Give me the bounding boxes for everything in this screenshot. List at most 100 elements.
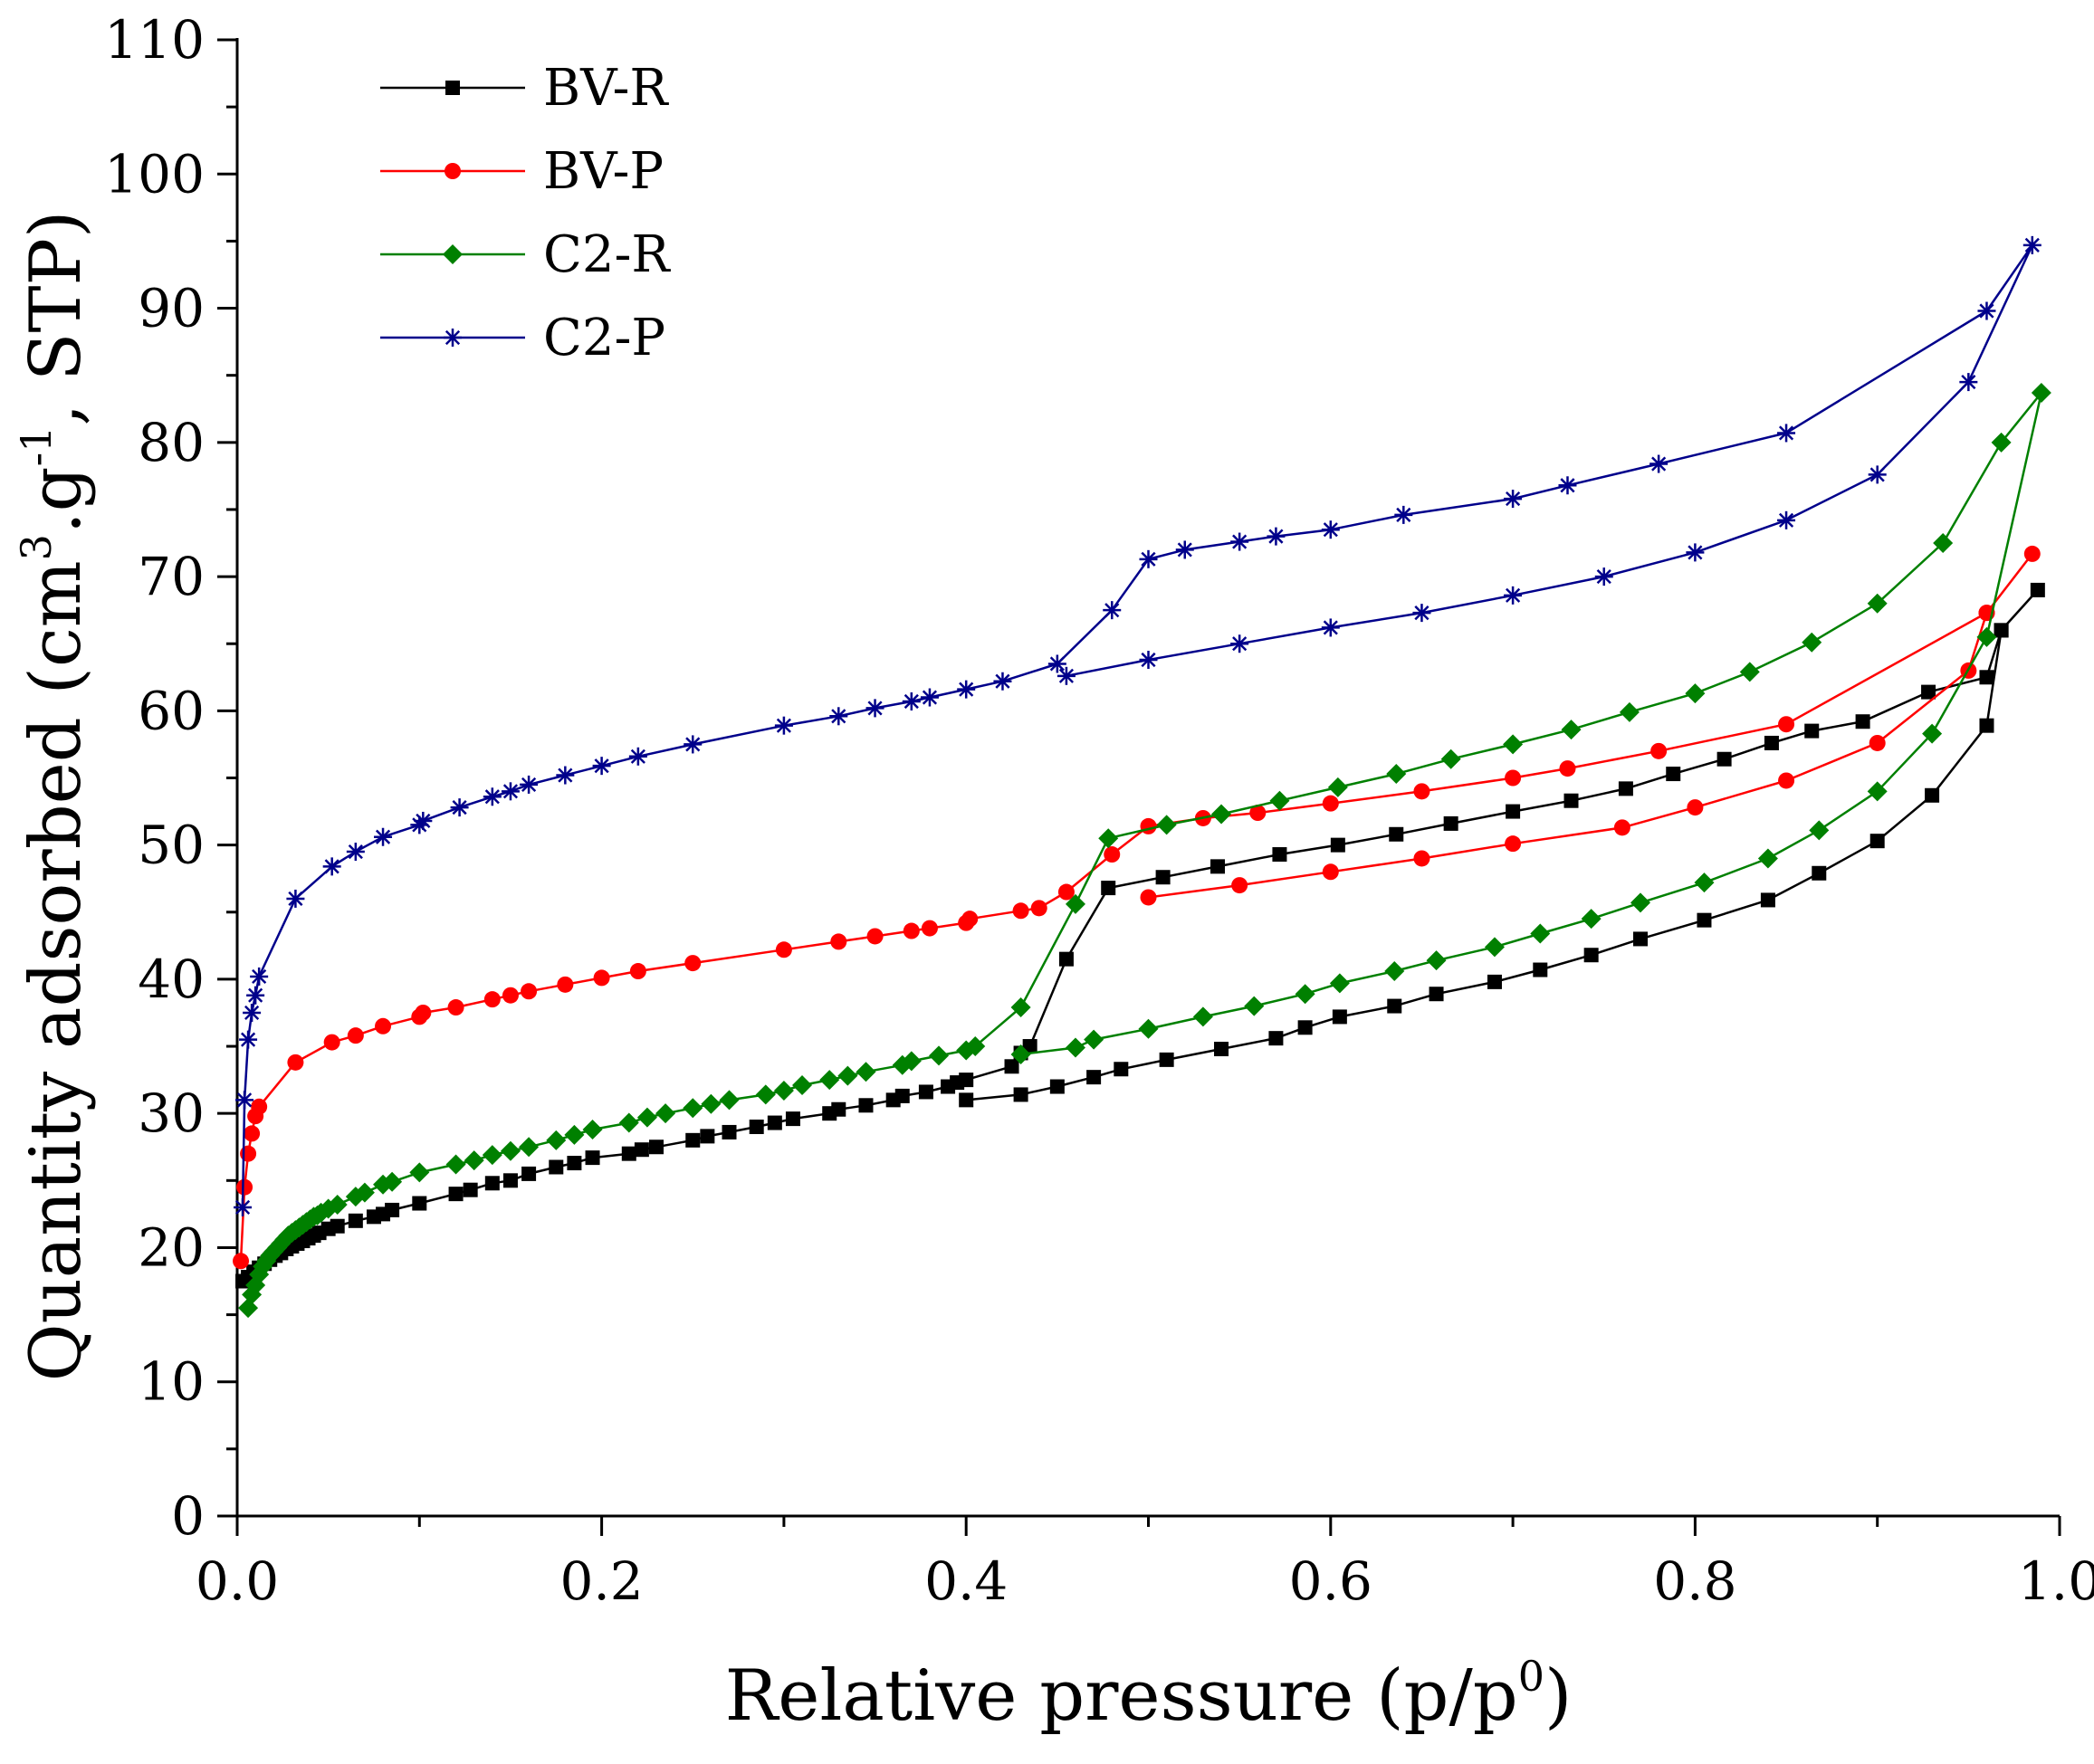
data-point-bv-p <box>447 999 464 1016</box>
data-point-c2-r <box>1561 720 1582 740</box>
data-point-bv-r <box>2030 582 2045 597</box>
y-axis-title: Quantity adsorbed (cm3.g-1, STP) <box>12 211 97 1382</box>
data-point-c2-r <box>1192 1006 1213 1027</box>
data-point-c2-p <box>1412 604 1431 623</box>
x-tick-label: 0.8 <box>1653 1550 1736 1612</box>
data-point-bv-r <box>463 1182 478 1197</box>
data-point-bv-r <box>1869 834 1885 849</box>
data-point-c2-r <box>1098 828 1119 849</box>
series-layer <box>233 235 2051 1319</box>
data-point-c2-p <box>1504 586 1523 605</box>
data-point-bv-p <box>244 1125 261 1142</box>
data-point-c2-p <box>250 967 269 986</box>
data-point-bv-r <box>1210 859 1225 874</box>
series-bv-p <box>233 545 2041 1270</box>
data-point-bv-p <box>1322 863 1339 881</box>
data-point-bv-r <box>330 1218 345 1234</box>
data-point-c2-r <box>464 1150 484 1171</box>
data-point-c2-r <box>546 1130 567 1150</box>
data-point-c2-p <box>322 857 341 876</box>
data-point-c2-r <box>1976 626 1997 647</box>
data-point-c2-r <box>1384 961 1405 982</box>
data-point-c2-r <box>1630 892 1651 913</box>
data-point-c2-p <box>1175 540 1194 559</box>
data-point-bv-r <box>1297 1020 1313 1035</box>
data-point-bv-r <box>412 1196 427 1211</box>
data-point-bv-r <box>1979 670 1994 685</box>
y-tick-label: 50 <box>138 815 205 876</box>
data-point-c2-r <box>901 1051 922 1072</box>
data-point-bv-r <box>1563 793 1579 808</box>
data-point-bv-r <box>918 1084 933 1100</box>
data-point-c2-r <box>1269 790 1290 811</box>
data-point-bv-r <box>1764 735 1779 750</box>
data-point-bv-r <box>1159 1052 1174 1067</box>
data-point-bv-p <box>1104 846 1121 863</box>
x-axis-title: Relative pressure (p/p0) <box>725 1652 1573 1737</box>
data-point-c2-r <box>1065 893 1085 914</box>
data-point-bv-r <box>1101 881 1116 896</box>
data-point-bv-p <box>1413 850 1430 867</box>
data-point-c2-r <box>1685 683 1706 704</box>
data-point-c2-p <box>1047 654 1066 673</box>
series-line-c2-p <box>241 243 2034 1208</box>
data-point-c2-r <box>1530 923 1551 944</box>
y-tick-label: 30 <box>138 1082 205 1144</box>
data-point-c2-r <box>1694 872 1715 893</box>
data-point-c2-r <box>683 1098 703 1119</box>
data-point-bv-p <box>287 1054 304 1071</box>
data-point-c2-p <box>1394 505 1413 524</box>
data-point-c2-p <box>1868 465 1887 484</box>
series-c2-p <box>234 235 2041 1216</box>
data-point-bv-r <box>648 1139 664 1155</box>
x-tick-label: 0.0 <box>196 1550 279 1612</box>
data-point-bv-p <box>1249 805 1267 822</box>
data-point-c2-r <box>354 1182 375 1203</box>
data-point-c2-r <box>1757 848 1778 869</box>
data-point-bv-r <box>894 1088 910 1103</box>
data-point-c2-r <box>618 1112 639 1133</box>
data-point-c2-r <box>2031 382 2051 403</box>
x-tick-label: 0.4 <box>924 1550 1008 1612</box>
data-point-bv-r <box>785 1111 800 1127</box>
data-point-c2-r <box>482 1145 502 1166</box>
data-point-bv-p <box>347 1027 364 1044</box>
legend-marker <box>444 329 462 347</box>
data-point-c2-p <box>235 1091 254 1110</box>
data-point-bv-p <box>903 922 920 939</box>
legend-marker <box>445 81 460 95</box>
data-point-c2-r <box>1386 764 1407 785</box>
data-point-c2-p <box>1649 454 1669 473</box>
data-point-bv-r <box>549 1159 564 1175</box>
data-point-c2-p <box>1504 490 1523 509</box>
data-point-bv-p <box>921 920 938 937</box>
data-point-c2-p <box>1230 634 1249 653</box>
data-point-bv-r <box>1330 837 1345 853</box>
data-point-bv-p <box>251 1098 268 1115</box>
x-tick-label: 1.0 <box>2018 1550 2094 1612</box>
data-point-bv-p <box>483 991 501 1008</box>
data-point-c2-r <box>819 1070 840 1091</box>
data-point-bv-r <box>1387 998 1402 1014</box>
y-tick-label: 100 <box>104 143 205 205</box>
data-point-c2-r <box>409 1162 430 1183</box>
data-point-bv-r <box>1921 684 1936 700</box>
data-point-c2-p <box>957 680 976 699</box>
data-point-bv-r <box>448 1187 464 1202</box>
data-point-bv-p <box>775 941 792 958</box>
data-point-bv-r <box>700 1129 715 1144</box>
data-point-c2-p <box>520 775 539 794</box>
data-point-bv-r <box>1389 826 1404 842</box>
data-point-bv-p <box>1778 772 1795 789</box>
data-point-bv-p <box>684 955 702 972</box>
data-point-c2-p <box>1594 567 1613 586</box>
data-point-bv-r <box>1443 815 1458 831</box>
data-point-c2-p <box>1686 543 1705 562</box>
data-point-bv-p <box>233 1253 250 1270</box>
legend: BV-R BV-P C2-R C2-P <box>380 59 671 367</box>
data-point-c2-r <box>701 1093 722 1114</box>
data-point-c2-r <box>655 1103 676 1124</box>
data-point-c2-p <box>243 1003 262 1022</box>
data-point-c2-r <box>719 1090 740 1111</box>
data-point-bv-r <box>749 1120 764 1135</box>
